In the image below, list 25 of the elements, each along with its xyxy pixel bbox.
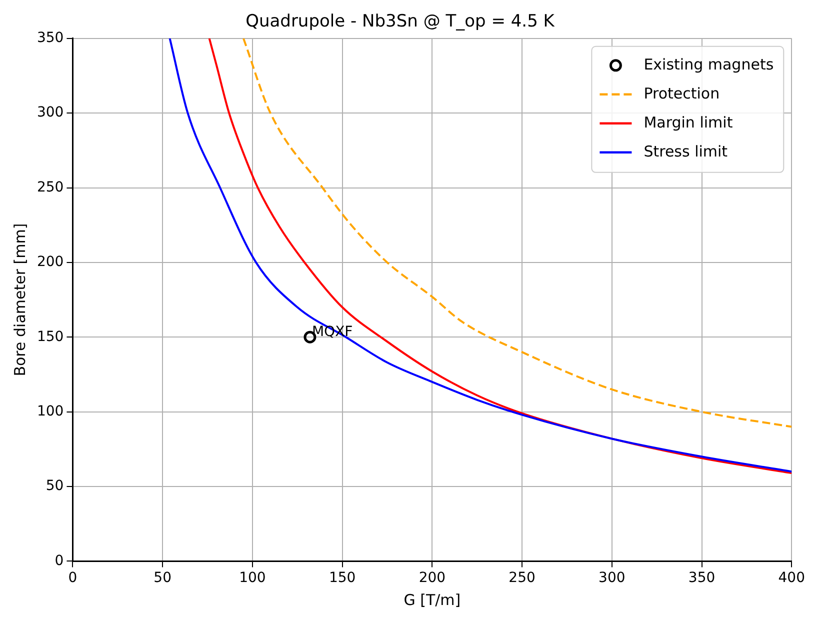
x-tick-label: 350 [688,570,716,586]
legend-label: Protection [644,84,720,102]
x-tick-label: 300 [598,570,626,586]
chart-title: Quadrupole - Nb3Sn @ T_op = 4.5 K [246,12,556,32]
y-tick-label: 100 [36,403,64,420]
x-tick-label: 100 [239,570,266,586]
legend-label: Existing magnets [644,55,774,74]
y-tick-label: 350 [36,30,64,46]
y-tick-label: 50 [46,478,64,494]
legend-label: Margin limit [644,113,733,132]
legend-label: Stress limit [644,142,728,160]
x-tick-label: 50 [154,570,172,586]
y-tick-label: 150 [36,328,64,345]
x-axis-title: G [T/m] [404,590,461,609]
y-tick-label: 250 [36,179,64,196]
x-tick-label: 200 [418,570,446,586]
x-tick-label: 0 [68,570,78,586]
y-tick-label: 0 [54,552,64,569]
x-tick-label: 250 [508,570,536,586]
y-tick-label: 300 [36,104,64,121]
line-series [242,38,792,428]
y-axis-title: Bore diameter [mm] [10,223,29,376]
x-tick-label: 400 [778,570,806,586]
x-tick-label: 150 [328,570,356,586]
y-tick-label: 200 [36,254,64,270]
